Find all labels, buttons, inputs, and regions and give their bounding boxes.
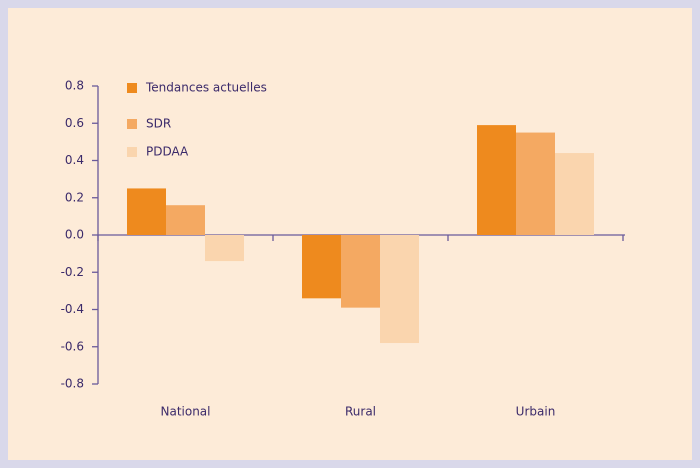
y-tick-label: 0.4	[65, 153, 84, 167]
y-tick-label: -0.8	[61, 377, 84, 391]
y-tick-label: -0.4	[61, 302, 84, 316]
legend-label: Tendances actuelles	[145, 81, 267, 95]
y-tick-label: 0.6	[65, 116, 84, 130]
x-tick-label: National	[160, 405, 210, 419]
y-tick-label: -0.6	[61, 339, 84, 353]
y-tick-label: 0.0	[65, 228, 84, 242]
legend-swatch	[127, 147, 137, 157]
bar	[302, 235, 341, 299]
x-tick-label: Rural	[345, 405, 376, 419]
bar	[127, 188, 166, 235]
bar	[516, 132, 555, 235]
bar	[205, 235, 244, 262]
bar	[166, 205, 205, 235]
legend-label: SDR	[146, 117, 171, 131]
bar	[555, 153, 594, 235]
x-tick-label: Urbain	[516, 405, 556, 419]
bar	[477, 125, 516, 235]
y-tick-label: 0.2	[65, 190, 84, 204]
legend-swatch	[127, 83, 137, 93]
y-tick-label: -0.2	[61, 265, 84, 279]
legend-swatch	[127, 119, 137, 129]
y-tick-label: 0.8	[65, 79, 84, 93]
legend-label: PDDAA	[146, 145, 189, 159]
bar	[341, 235, 380, 308]
bar	[380, 235, 419, 344]
